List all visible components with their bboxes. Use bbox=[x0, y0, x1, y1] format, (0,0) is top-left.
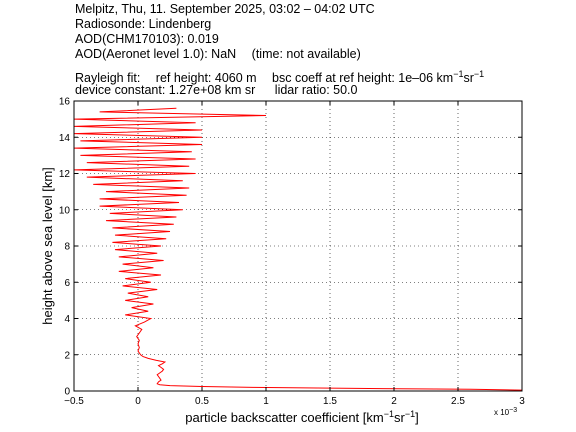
y-tick-label: 10 bbox=[59, 205, 71, 216]
chart-title-line-6: device constant: 1.27e+08 km sr lidar ra… bbox=[75, 83, 357, 98]
x-tick-label: 0.5 bbox=[195, 396, 209, 407]
x-tick-label: 0 bbox=[135, 396, 141, 407]
y-tick-label: 8 bbox=[64, 242, 70, 253]
x-tick-label: −0.5 bbox=[64, 396, 84, 407]
aeronet-time: (time: not available) bbox=[251, 47, 361, 61]
chart-title-line-3: AOD(CHM170103): 0.019 bbox=[75, 32, 219, 46]
x-tick-label: 2 bbox=[391, 396, 397, 407]
y-tick-label: 14 bbox=[59, 133, 71, 144]
x-axis-multiplier: x 10−3 bbox=[494, 407, 517, 418]
y-tick-label: 0 bbox=[64, 387, 70, 398]
device-constant: device constant: 1.27e+08 km sr bbox=[75, 83, 256, 97]
series-group bbox=[73, 107, 523, 391]
y-tick-label: 6 bbox=[64, 278, 70, 289]
bsc-coeff-ref-height: bsc coeff at ref height: 1e–06 km−1sr−1 bbox=[272, 69, 485, 86]
x-tick-label: 1 bbox=[263, 396, 269, 407]
x-axis-label: particle backscatter coefficient [km−1sr… bbox=[185, 409, 418, 425]
x-tick-label: 3 bbox=[519, 396, 525, 407]
chart-title-line-5: Rayleigh fit: ref height: 4060 m bsc coe… bbox=[75, 67, 484, 86]
chart-title-line-2: Radiosonde: Lindenberg bbox=[75, 17, 212, 31]
y-axis-label: height above sea level [km] bbox=[40, 167, 55, 325]
x-tick-label: 2.5 bbox=[451, 396, 465, 407]
lidar-ratio: lidar ratio: 50.0 bbox=[274, 83, 358, 97]
backscatter-profile-line bbox=[73, 107, 523, 391]
chart-title-line-1: Melpitz, Thu, 11. September 2025, 03:02 … bbox=[75, 2, 375, 16]
ref-height: ref height: 4060 m bbox=[155, 71, 257, 86]
rayleigh-fit-label: Rayleigh fit: bbox=[75, 71, 141, 86]
y-tick-label: 2 bbox=[64, 350, 70, 361]
aeronet-aod: AOD(Aeronet level 1.0): NaN bbox=[75, 47, 237, 61]
y-tick-label: 12 bbox=[59, 169, 71, 180]
y-tick-label: 16 bbox=[59, 97, 71, 108]
x-tick-label: 1.5 bbox=[323, 396, 337, 407]
grid-lines bbox=[74, 101, 522, 391]
chart-title-line-4: AOD(Aeronet level 1.0): NaN (time: not a… bbox=[75, 47, 361, 62]
y-tick-label: 4 bbox=[64, 314, 70, 325]
